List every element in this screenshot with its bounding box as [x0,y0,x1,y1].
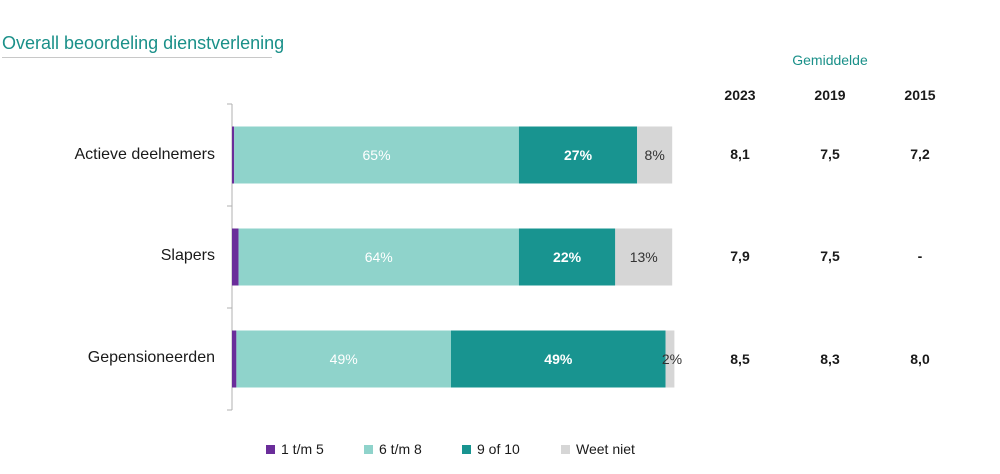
legend-swatch [266,444,275,454]
bar-segment-weet-niet [665,330,675,388]
title-underline [2,57,272,58]
legend-swatch [462,444,471,454]
data-label-9-of-10: 27% [564,147,593,163]
data-label-weet-niet: 2% [662,351,682,367]
data-label-weet-niet: 13% [630,249,658,265]
legend-label: 1 t/m 5 [281,441,324,457]
bar-segment-weet-niet [615,228,673,286]
category-label-slapers: Slapers [160,247,215,264]
average-actieve-2019: 7,5 [820,146,840,162]
bar-segment-6-tm-8 [238,228,519,286]
year-header-2015: 2015 [904,87,936,103]
legend-label: 6 t/m 8 [379,441,422,457]
legend-swatch [364,444,373,454]
average-actieve-2015: 7,2 [910,146,930,162]
average-actieve-2023: 8,1 [730,146,750,162]
legend-swatch [561,444,570,454]
category-label-gepensioneerden: Gepensioneerden [87,349,215,366]
category-axis [227,103,233,411]
data-label-9-of-10: 22% [553,249,582,265]
data-labels: 65% 27% 8% 64% 22% 13% 49% 49% 2% [330,147,682,367]
bar-segment-1-tm-5 [232,330,237,388]
legend-item-6-tm-8: 6 t/m 8 [364,441,422,457]
data-label-6-tm-8: 64% [365,249,393,265]
legend-label: 9 of 10 [477,441,520,457]
average-slapers-2015: - [917,248,923,264]
average-gepensioneerden-2015: 8,0 [910,351,930,367]
year-header-2019: 2019 [814,87,846,103]
bar-segment-6-tm-8 [236,330,451,388]
chart-title: Overall beoordeling dienstverlening [2,33,285,53]
legend-item-1-tm-5: 1 t/m 5 [266,441,324,457]
year-header-2023: 2023 [724,87,756,103]
data-label-weet-niet: 8% [645,147,665,163]
data-label-6-tm-8: 49% [330,351,358,367]
average-gepensioneerden-2019: 8,3 [820,351,840,367]
legend-item-weet-niet: Weet niet [561,441,635,457]
bar-segment-1-tm-5 [232,228,239,286]
bar-segment-6-tm-8 [234,126,519,184]
average-gepensioneerden-2023: 8,5 [730,351,750,367]
average-slapers-2019: 7,5 [820,248,840,264]
legend-label: Weet niet [576,441,635,457]
bar-segment-9-of-10 [451,330,666,388]
average-slapers-2023: 7,9 [730,248,750,264]
bar-segment-1-tm-5 [232,126,235,184]
average-header: Gemiddelde [792,52,868,68]
legend-item-9-of-10: 9 of 10 [462,441,520,457]
category-label-actieve-deelnemers: Actieve deelnemers [74,146,215,163]
bar-segments [232,126,675,388]
data-label-9-of-10: 49% [544,351,573,367]
chart-legend: 1 t/m 5 6 t/m 8 9 of 10 Weet niet [0,441,1000,459]
bar-segment-9-of-10 [518,126,638,184]
data-label-6-tm-8: 65% [363,147,391,163]
bar-segment-9-of-10 [518,228,616,286]
bar-segment-weet-niet [637,126,673,184]
